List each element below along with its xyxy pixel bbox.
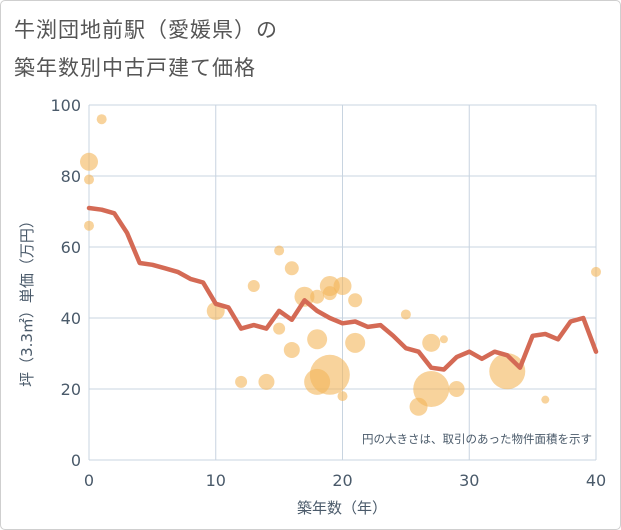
bubble-point: [448, 381, 465, 397]
bubble-point: [345, 332, 366, 353]
y-tick-label: 0: [71, 451, 81, 470]
x-axis-label: 築年数（年）: [297, 499, 387, 517]
bubble-point: [258, 373, 275, 390]
chart-title-line2: 築年数別中古戸建て価格: [14, 56, 256, 80]
bubble-series: [80, 114, 601, 416]
bubble-point: [274, 245, 285, 256]
bubble-point: [84, 220, 94, 231]
bubble-point: [348, 293, 363, 308]
y-tick-label: 40: [61, 309, 81, 328]
y-tick-label: 20: [61, 380, 81, 399]
y-tick-label: 100: [50, 96, 81, 115]
average-price-line: [86, 205, 599, 372]
y-tick-label: 60: [61, 238, 81, 257]
bubble-point: [84, 174, 94, 185]
bubble-point: [309, 354, 350, 395]
x-tick-label: 10: [206, 471, 226, 490]
bubble-point: [284, 261, 299, 276]
y-tick-label: 80: [61, 167, 81, 186]
bubble-point: [400, 309, 411, 320]
bubble-size-note: 円の大きさは、取引のあった物件面積を示す: [362, 432, 592, 446]
x-tick-label: 30: [459, 471, 479, 490]
x-tick-label: 0: [84, 471, 94, 490]
bubble-point: [307, 329, 328, 350]
bubble-point: [247, 280, 260, 293]
bubble-point: [322, 286, 337, 301]
bubble-point: [80, 152, 98, 171]
bubble-point: [310, 289, 325, 304]
bubble-point: [439, 335, 448, 344]
y-axis-label: 坪（3.3㎡）単価（万円）: [18, 213, 36, 387]
x-tick-label: 20: [332, 471, 352, 490]
bubble-point: [283, 341, 300, 358]
chart-title-line1: 牛渕団地前駅（愛媛県）の: [14, 18, 278, 42]
axis-ticks: 0 10 20 30 40 0 20 40 60 80 100: [50, 96, 606, 490]
bubble-point: [489, 353, 526, 390]
x-tick-label: 40: [586, 471, 606, 490]
bubble-point: [422, 333, 441, 352]
bubble-point: [413, 371, 450, 407]
bubble-point: [333, 277, 352, 296]
bubble-point: [235, 375, 248, 388]
bubble-point: [273, 322, 286, 335]
bubble-point: [96, 114, 107, 125]
bubble-point: [337, 391, 348, 402]
bubble-point: [541, 395, 550, 404]
bubble-point: [591, 266, 601, 277]
